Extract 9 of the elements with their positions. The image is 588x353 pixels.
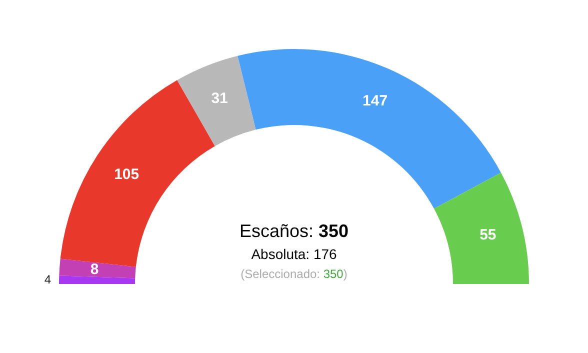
data-label: 8 [90, 261, 99, 278]
data-label: 31 [211, 90, 228, 107]
data-label: 55 [480, 226, 496, 244]
text: (Seleccionado: 350) [240, 267, 348, 281]
data-label: 4 [44, 272, 52, 287]
data-label: 105 [114, 166, 140, 184]
data-label: 147 [362, 92, 388, 110]
text: Absoluta: 176 [251, 246, 338, 262]
text: Escaños: 350 [239, 221, 349, 241]
